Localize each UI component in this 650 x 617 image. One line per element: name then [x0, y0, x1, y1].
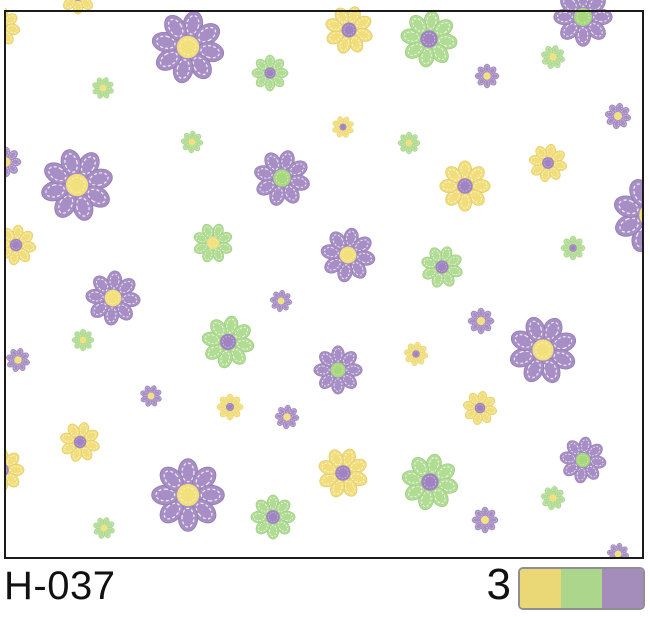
flower-yellow	[311, 441, 376, 506]
flower-purple	[316, 223, 379, 286]
flower-green	[561, 236, 585, 260]
flower-green	[187, 217, 240, 270]
flower-yellow	[440, 161, 491, 212]
flower-purple	[268, 288, 293, 313]
flower-purple	[472, 507, 498, 533]
flower-yellow	[0, 4, 23, 51]
flower-purple	[83, 268, 142, 327]
flower-purple	[3, 345, 33, 375]
flower-green	[415, 240, 468, 293]
flower-purple	[145, 4, 231, 90]
flower-yellow	[525, 140, 571, 186]
flower-green	[198, 312, 259, 373]
swatch-green	[561, 569, 602, 608]
flower-green	[89, 74, 117, 102]
flower-purple	[247, 143, 316, 212]
flower-green	[90, 514, 118, 542]
flower-purple	[468, 308, 494, 334]
swatch-yellow	[520, 569, 561, 608]
flower-purple	[152, 459, 225, 532]
flower-purple	[497, 304, 588, 395]
flower-purple	[274, 404, 300, 430]
color-count-label: 3	[486, 560, 511, 609]
flower-green	[251, 495, 295, 539]
flower-purple	[603, 101, 633, 131]
flower-yellow	[59, 0, 97, 14]
flower-green	[396, 448, 463, 515]
flower-green	[538, 42, 568, 72]
flower-yellow	[460, 388, 501, 429]
color-swatch-bar	[518, 567, 645, 610]
flower-purple	[27, 135, 126, 234]
flower-purple	[557, 434, 609, 486]
product-code-label: H-037	[4, 564, 116, 608]
flower-yellow	[0, 448, 24, 492]
flower-pattern	[0, 0, 650, 560]
flower-purple	[137, 382, 165, 410]
flower-yellow	[328, 112, 358, 142]
pattern-swatch-image	[0, 0, 650, 560]
flower-purple	[314, 346, 362, 394]
flower-green	[398, 132, 420, 154]
flower-yellow	[55, 417, 105, 467]
flower-yellow	[0, 222, 39, 268]
flower-green	[72, 329, 94, 351]
swatch-purple	[602, 569, 643, 608]
flower-yellow	[402, 340, 430, 368]
flower-purple	[554, 0, 613, 46]
label-bar: H-037 3	[0, 560, 650, 617]
flower-green	[180, 130, 204, 154]
flower-green	[252, 55, 288, 91]
colorway-info: 3	[486, 560, 645, 610]
flower-green	[397, 7, 461, 71]
flower-yellow	[318, 0, 379, 61]
flower-purple	[0, 147, 21, 177]
flower-purple	[602, 166, 650, 264]
flower-purple	[605, 541, 631, 560]
flower-yellow	[217, 394, 243, 420]
flower-green	[539, 484, 567, 512]
flower-purple	[475, 64, 499, 88]
